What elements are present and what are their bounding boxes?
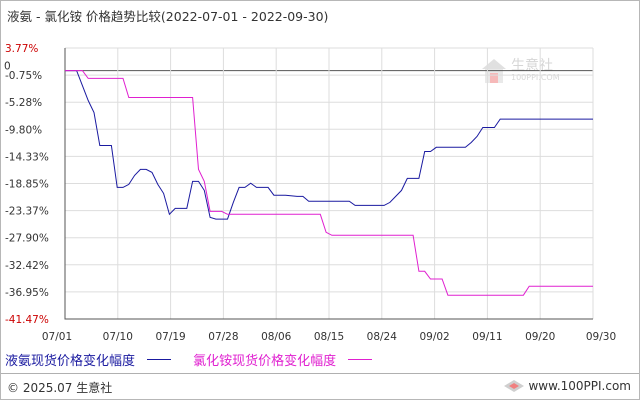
x-tick-label: 07/10 [103,331,133,343]
y-tick-label: -32.42% [5,260,49,272]
legend-swatch-series-1 [147,359,172,360]
legend-swatch-series-2 [348,359,373,360]
y-tick-label: -41.47% [5,314,49,326]
watermark-name: 生意社 [511,58,553,74]
x-tick-label: 08/15 [314,331,344,343]
watermark-url: 100PPI.COM [511,73,560,82]
series-line-2 [65,70,593,296]
footer-site-url[interactable]: www.100PPI.com [528,379,631,393]
chart-title: 液氨 - 氯化铵 价格趋势比较(2022-07-01 - 2022-09-30) [7,9,329,24]
x-tick-label: 09/02 [419,331,449,343]
watermark-house-icon [482,59,506,83]
legend-label-series-2: 氯化铵现货价格变化幅度 [193,354,337,369]
y-tick-label: 3.77% [5,43,38,55]
footer-divider [1,373,639,374]
plot-border [64,48,593,320]
chart-grid [64,47,594,320]
y-tick-label: -14.33% [5,151,49,163]
x-tick-label: 09/11 [472,331,502,343]
y-axis-tick-labels: 3.77% -0.75% -5.28% -9.80% -14.33% -18.85% -23… [4,43,49,326]
footer-site: www.100PPI.com [504,379,631,393]
axis-lines [64,48,593,320]
y-tick-label: -0.75% [5,70,42,82]
x-tick-label: 08/24 [367,331,398,343]
chart-legend: 液氨现货价格变化幅度 氯化铵现货价格变化幅度 [5,350,390,369]
legend-label-series-1: 液氨现货价格变化幅度 [5,354,136,369]
x-tick-label: 08/06 [261,331,292,343]
y-tick-label: -5.28% [5,97,42,109]
chart-plot: 3.77% -0.75% -5.28% -9.80% -14.33% -18.85% -23… [4,43,616,343]
y-tick-label: -23.37% [5,206,49,218]
y-tick-label: -27.90% [5,233,49,245]
y-tick-label: -18.85% [5,179,49,191]
series-lines [65,70,593,296]
x-tick-label: 09/30 [586,331,616,343]
y-tick-label: -9.80% [5,124,42,136]
y-tick-label: -36.95% [5,287,49,299]
watermark: 生意社 100PPI.COM [481,55,581,89]
x-tick-label: 07/19 [155,331,185,343]
site-logo-icon [504,380,525,392]
x-axis-tick-labels: 07/01 07/10 07/19 07/28 08/06 08/15 08/24 09/02… [42,331,616,343]
series-line-1 [65,70,593,220]
legend-item-series-2: 氯化铵现货价格变化幅度 [193,350,384,369]
footer-copyright: © 2025.07 生意社 [7,381,113,395]
zero-label: 0 [4,61,11,73]
x-tick-label: 07/28 [208,331,238,343]
legend-item-series-1: 液氨现货价格变化幅度 [5,350,183,369]
x-tick-label: 07/01 [42,331,72,343]
x-tick-label: 09/20 [525,331,555,343]
